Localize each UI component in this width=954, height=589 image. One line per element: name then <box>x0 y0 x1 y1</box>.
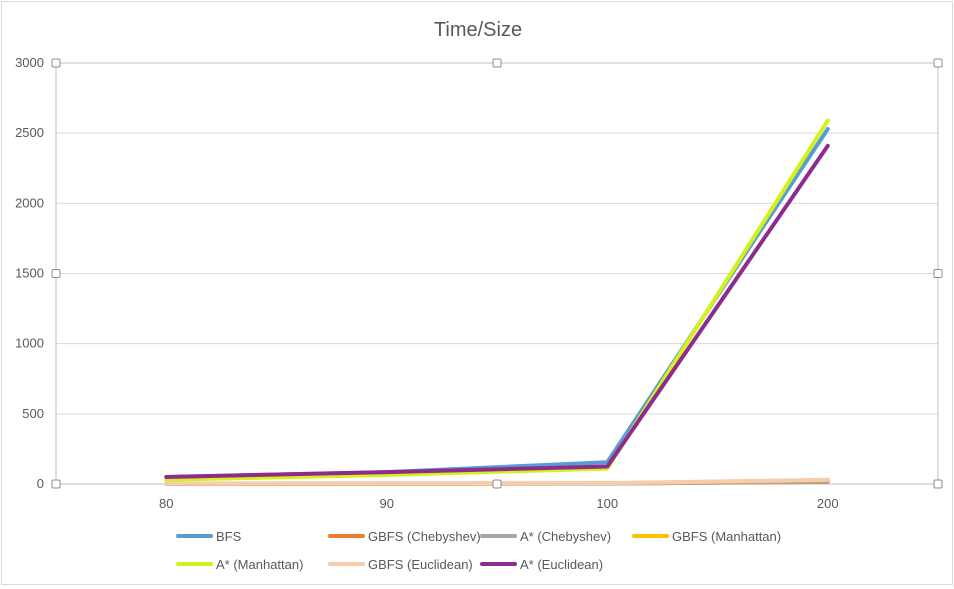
chart-title: Time/Size <box>434 19 522 41</box>
resize-handle[interactable] <box>51 58 61 68</box>
x-tick-label: 200 <box>817 496 839 511</box>
resize-handle[interactable] <box>933 269 943 278</box>
legend-label-3: GBFS (Manhattan) <box>672 529 781 544</box>
series-line-6 <box>164 143 830 479</box>
y-tick-label: 1000 <box>15 336 44 351</box>
y-tick-label: 500 <box>22 406 44 421</box>
x-tick-label: 80 <box>159 496 173 511</box>
legend-label-0: BFS <box>216 529 242 544</box>
resize-handle[interactable] <box>51 269 61 278</box>
plot-area-selection-handles[interactable] <box>51 58 943 489</box>
series-line-0 <box>164 127 830 479</box>
resize-handle[interactable] <box>933 58 943 68</box>
resize-handle[interactable] <box>51 479 61 489</box>
series-line-4 <box>164 118 830 482</box>
legend-label-1: GBFS (Chebyshev) <box>368 529 481 544</box>
gridlines <box>55 62 939 485</box>
y-tick-label: 2000 <box>15 195 44 210</box>
series-lines <box>164 118 830 486</box>
x-tick-label: 100 <box>596 496 618 511</box>
y-tick-label: 2500 <box>15 125 44 140</box>
y-tick-label: 0 <box>37 476 44 491</box>
legend-label-5: GBFS (Euclidean) <box>368 557 473 572</box>
axes: 0 500 1000 1500 2000 2500 3000 80 90 100 200 <box>15 55 938 511</box>
y-tick-label: 3000 <box>15 55 44 70</box>
resize-handle[interactable] <box>933 479 943 489</box>
legend-label-4: A* (Manhattan) <box>216 557 303 572</box>
y-tick-label: 1500 <box>15 266 44 281</box>
resize-handle[interactable] <box>492 58 502 68</box>
resize-handle[interactable] <box>492 479 502 489</box>
legend-label-6: A* (Euclidean) <box>520 557 603 572</box>
legend: BFS GBFS (Chebyshev) A* (Chebyshev) GBFS (M… <box>176 529 781 572</box>
x-tick-label: 90 <box>380 496 394 511</box>
legend-label-2: A* (Chebyshev) <box>520 529 611 544</box>
